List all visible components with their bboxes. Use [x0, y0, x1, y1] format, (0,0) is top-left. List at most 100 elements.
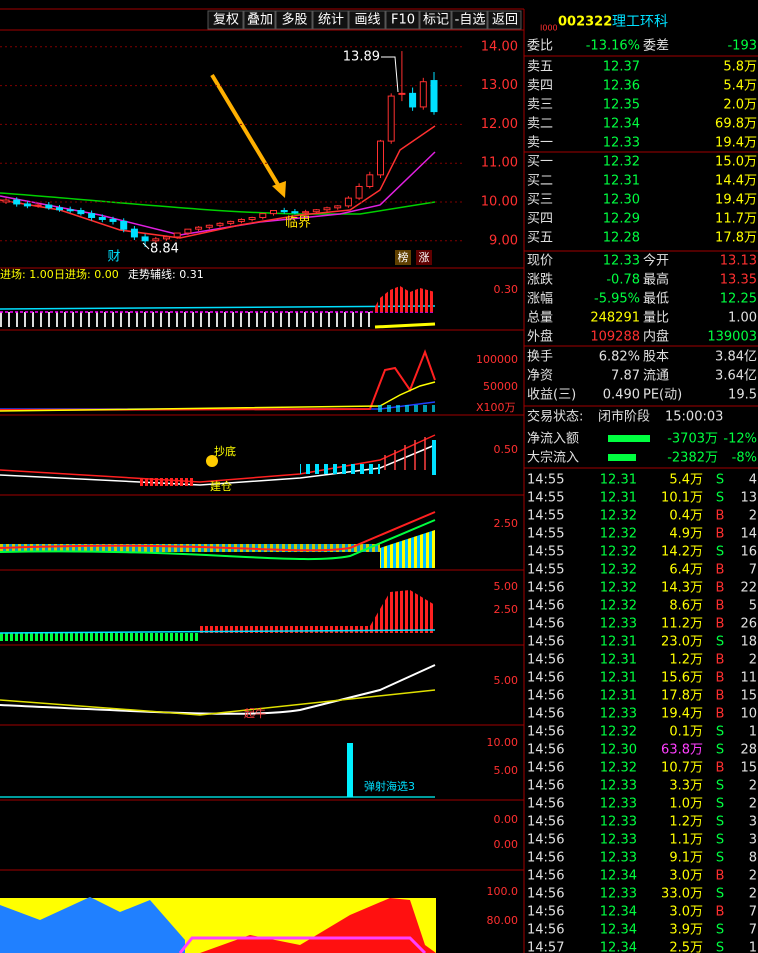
status-time: 15:00:03 — [665, 410, 723, 425]
candle-body — [419, 81, 427, 108]
tick-time: 14:56 — [527, 761, 564, 776]
tick-volume: 17.8万 — [661, 689, 703, 704]
toolbar-button[interactable] — [243, 10, 276, 30]
tick-price: 12.31 — [600, 635, 637, 650]
quote-label: 涨跌 — [527, 272, 553, 288]
tick-side: S — [716, 941, 724, 953]
book-label: 买五 — [527, 231, 553, 246]
quote-value: 6.82% — [599, 350, 640, 365]
toolbar-button-label[interactable]: F10 — [391, 13, 415, 28]
annotation: 抄底 — [214, 444, 236, 458]
book-volume: 69.8万 — [715, 117, 757, 132]
quote-value: 3.64亿 — [715, 369, 757, 384]
price-axis-label: 13.00 — [481, 78, 518, 93]
tick-price: 12.32 — [600, 545, 637, 560]
tick-time: 14:55 — [527, 473, 564, 488]
tick-volume: 14.3万 — [661, 581, 703, 596]
tick-volume: 6.4万 — [669, 563, 703, 578]
toolbar-button[interactable] — [419, 10, 452, 30]
status-label: 交易状态: — [527, 409, 583, 425]
tick-volume: 15.6万 — [661, 671, 703, 686]
tick-count: 2 — [749, 653, 757, 668]
tick-time: 14:56 — [527, 671, 564, 686]
tick-price: 12.34 — [600, 941, 637, 953]
arrow — [210, 73, 286, 198]
tick-volume: 1.2万 — [669, 653, 703, 668]
book-volume: 2.0万 — [723, 98, 757, 113]
candle-body — [355, 185, 363, 199]
tick-side: S — [716, 779, 724, 794]
tick-volume: 4.9万 — [669, 527, 703, 542]
flow-value: -3703万 — [667, 432, 718, 447]
quote-label: 收益(三) — [527, 388, 576, 403]
annotation: 起牛 — [244, 706, 266, 720]
tick-price: 12.33 — [600, 887, 637, 902]
flow-bar — [608, 454, 636, 461]
toolbar-button-label[interactable]: 复权 — [213, 12, 239, 28]
tick-time: 14:56 — [527, 905, 564, 920]
tick-time: 14:56 — [527, 689, 564, 704]
content: 复权 叠加 多股 统计 画线 F10 标记 -自选 返回14.0013.0012.0011.00… — [0, 10, 757, 953]
quote-value: -193 — [727, 39, 757, 54]
toolbar-button-label[interactable]: 多股 — [281, 12, 307, 28]
toolbar-button[interactable] — [312, 10, 349, 30]
book-label: 卖三 — [527, 98, 553, 113]
tick-side: B — [716, 563, 725, 578]
tick-side: S — [716, 491, 724, 506]
toolbar-button[interactable] — [207, 10, 244, 30]
tick-price: 12.31 — [600, 689, 637, 704]
toolbar-button[interactable] — [275, 10, 313, 30]
book-price: 12.34 — [603, 117, 640, 132]
book-price: 12.30 — [603, 193, 640, 208]
toolbar-button-label[interactable]: 统计 — [318, 13, 344, 28]
tick-count: 16 — [740, 545, 757, 560]
book-price: 12.33 — [603, 136, 640, 151]
tick-side: S — [716, 833, 724, 848]
tick-time: 14:56 — [527, 599, 564, 614]
candle-body — [130, 228, 138, 238]
panel-axis-label: 0.50 — [494, 443, 519, 456]
candle-body — [141, 236, 149, 242]
tick-count: 15 — [740, 689, 757, 704]
high-label: 13.89 — [343, 50, 380, 65]
toolbar-button-label[interactable]: 返回 — [492, 13, 518, 28]
toolbar-button-label[interactable]: 叠加 — [247, 13, 273, 28]
toolbar-button-label[interactable]: 画线 — [354, 13, 380, 28]
tick-time: 14:56 — [527, 635, 564, 650]
tick-side: B — [716, 689, 725, 704]
tick-count: 2 — [749, 869, 757, 884]
tick-price: 12.32 — [600, 509, 637, 524]
toolbar-button[interactable] — [348, 10, 386, 30]
quote-value: 12.33 — [603, 254, 640, 269]
tick-count: 3 — [749, 815, 757, 830]
tick-time: 14:56 — [527, 581, 564, 596]
toolbar-button[interactable] — [487, 10, 522, 30]
panel-axis-label: 50000 — [483, 380, 518, 393]
price-axis-label: 9.00 — [489, 233, 518, 248]
candle-body — [2, 199, 10, 203]
tick-time: 14:56 — [527, 833, 564, 848]
tick-time: 14:56 — [527, 653, 564, 668]
tick-volume: 0.4万 — [669, 509, 703, 524]
annotation: 弹射海选3 — [364, 779, 415, 793]
toolbar-button-label[interactable]: -自选 — [455, 13, 486, 28]
toolbar-button[interactable] — [451, 10, 488, 30]
tick-price: 12.33 — [600, 815, 637, 830]
tick-side: S — [716, 923, 724, 938]
tick-side: B — [716, 869, 725, 884]
tick-volume: 33.0万 — [661, 887, 703, 902]
tick-side: B — [716, 707, 725, 722]
toolbar-button[interactable] — [385, 10, 420, 30]
candle-body — [302, 211, 310, 214]
candle-body — [216, 222, 224, 226]
candle-body — [227, 220, 235, 224]
tick-side: S — [716, 635, 724, 650]
candle-body — [291, 211, 299, 214]
tick-side: B — [716, 509, 725, 524]
tick-price: 12.32 — [600, 725, 637, 740]
indicator-legend: 进场: 1.00 — [0, 267, 54, 281]
book-volume: 19.4万 — [715, 136, 757, 151]
toolbar-button-label[interactable]: 标记 — [423, 13, 449, 28]
tick-side: S — [716, 815, 724, 830]
